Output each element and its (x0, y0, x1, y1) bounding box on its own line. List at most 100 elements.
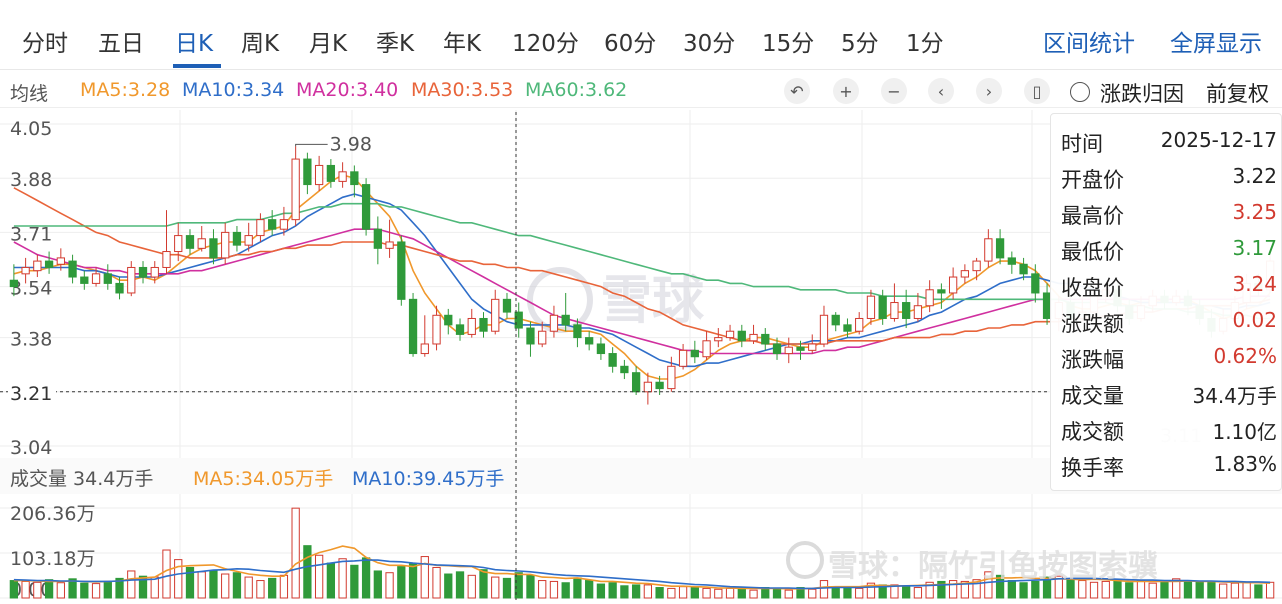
info-value: 2025-12-17 (1160, 128, 1277, 152)
volume-bar (467, 574, 476, 599)
tab-quarterly-k[interactable]: 季K (376, 31, 415, 57)
candle-down (326, 164, 336, 182)
volume-bar (514, 572, 523, 599)
candle-down (1019, 263, 1028, 275)
volume-bar (1160, 580, 1169, 599)
volume-ma10: MA10:39.45万手 (352, 468, 505, 490)
candle-up (972, 260, 981, 272)
tab-five-day[interactable]: 五日 (98, 31, 144, 57)
ma10-value: MA10:3.34 (182, 79, 285, 101)
candle-up (702, 340, 711, 358)
volume-bar (843, 587, 852, 599)
candle-up (244, 235, 253, 246)
volume-bar (620, 585, 629, 599)
info-value: 1.10亿 (1212, 420, 1277, 444)
volume-bar (397, 566, 406, 599)
reason-label[interactable]: 涨跌归因 (1100, 82, 1184, 106)
volume-bar (948, 580, 958, 599)
chevron-left-icon[interactable]: ‹ (928, 78, 954, 104)
candle-down (995, 238, 1005, 259)
reason-radio[interactable] (1070, 82, 1090, 102)
info-row: 涨跌额 0.02 (1051, 308, 1281, 342)
zoom-in-icon[interactable]: + (833, 78, 859, 104)
volume-ma-lines (13, 545, 1271, 590)
candle-up (725, 330, 735, 339)
candle-up (256, 219, 265, 237)
candle-down (772, 343, 782, 355)
volume-bar (808, 588, 817, 599)
interval-stats-link[interactable]: 区间统计 (1043, 31, 1135, 57)
volume-bar (56, 582, 65, 599)
volume-bar (690, 587, 699, 599)
volume-bar (350, 564, 359, 599)
tab-intraday[interactable]: 分时 (22, 31, 68, 57)
chevron-right-icon[interactable]: › (976, 78, 1002, 104)
candle-down (455, 324, 465, 335)
zoom-out-icon[interactable]: − (881, 78, 907, 104)
volume-bar (725, 587, 735, 599)
candle-up (960, 270, 970, 278)
candle-up (91, 273, 101, 284)
volume-bar (561, 582, 570, 599)
info-label: 成交额 (1061, 420, 1124, 444)
tab-monthly-k[interactable]: 月K (309, 31, 348, 57)
tab-5min[interactable]: 5分 (841, 31, 879, 57)
volume-bar (937, 580, 946, 599)
volume-bar (9, 580, 19, 599)
candle-up (150, 266, 159, 278)
adjust-label[interactable]: 前复权 (1206, 82, 1269, 106)
candle-up (56, 257, 65, 265)
tab-120min[interactable]: 120分 (512, 31, 579, 57)
candle-down (138, 266, 148, 278)
volume-bar (643, 584, 653, 599)
price-tick-label: 3.71 (10, 223, 52, 245)
volume-bar (538, 580, 547, 599)
volume-bar (455, 571, 465, 599)
candle-up (197, 238, 206, 249)
candle-down (843, 324, 852, 332)
tab-15min[interactable]: 15分 (762, 31, 815, 57)
candle-down (796, 346, 805, 351)
tab-1min[interactable]: 1分 (906, 31, 944, 57)
volume-bar (361, 557, 371, 599)
info-label: 开盘价 (1061, 168, 1124, 192)
price-tick-label: 3.38 (10, 329, 52, 351)
info-value: 1.83% (1213, 452, 1277, 476)
volume-bar (526, 574, 535, 599)
volume-bar (232, 572, 242, 599)
candle-up (33, 260, 42, 272)
candle-up (174, 235, 183, 253)
volume-bar (268, 577, 277, 599)
volume-bar (1254, 584, 1263, 599)
tab-60min[interactable]: 60分 (604, 31, 657, 57)
info-label: 涨跌幅 (1061, 348, 1124, 372)
ma20-value: MA20:3.40 (296, 79, 399, 101)
candle-down (737, 330, 746, 342)
tab-daily-k[interactable]: 日K (175, 31, 214, 57)
info-label: 涨跌额 (1061, 312, 1124, 336)
volume-bar (913, 587, 923, 599)
volume-bar (714, 588, 723, 599)
volume-bar (608, 582, 617, 599)
ma-label: 均线 (10, 83, 49, 105)
candle-down (502, 298, 512, 313)
undo-icon[interactable]: ↶ (784, 78, 810, 104)
volume-bar (784, 589, 793, 599)
tab-yearly-k[interactable]: 年K (443, 31, 482, 57)
candle-up (866, 295, 876, 319)
info-row: 涨跌幅 0.62% (1051, 344, 1281, 378)
tab-weekly-k[interactable]: 周K (241, 31, 280, 57)
fullscreen-link[interactable]: 全屏显示 (1170, 31, 1262, 57)
info-label: 时间 (1061, 132, 1103, 156)
volume-bar (984, 571, 993, 599)
volume-bar (444, 573, 453, 599)
max-marker-line (295, 143, 328, 147)
volume-bar (855, 587, 864, 599)
tab-30min[interactable]: 30分 (683, 31, 736, 57)
candle-down (185, 235, 195, 249)
price-tick-label: 4.05 (10, 118, 52, 140)
candle-up (984, 238, 993, 262)
candle-down (373, 228, 382, 249)
price-tick-label: 3.04 (10, 437, 52, 459)
candle-icon[interactable]: ▯ (1024, 78, 1050, 104)
